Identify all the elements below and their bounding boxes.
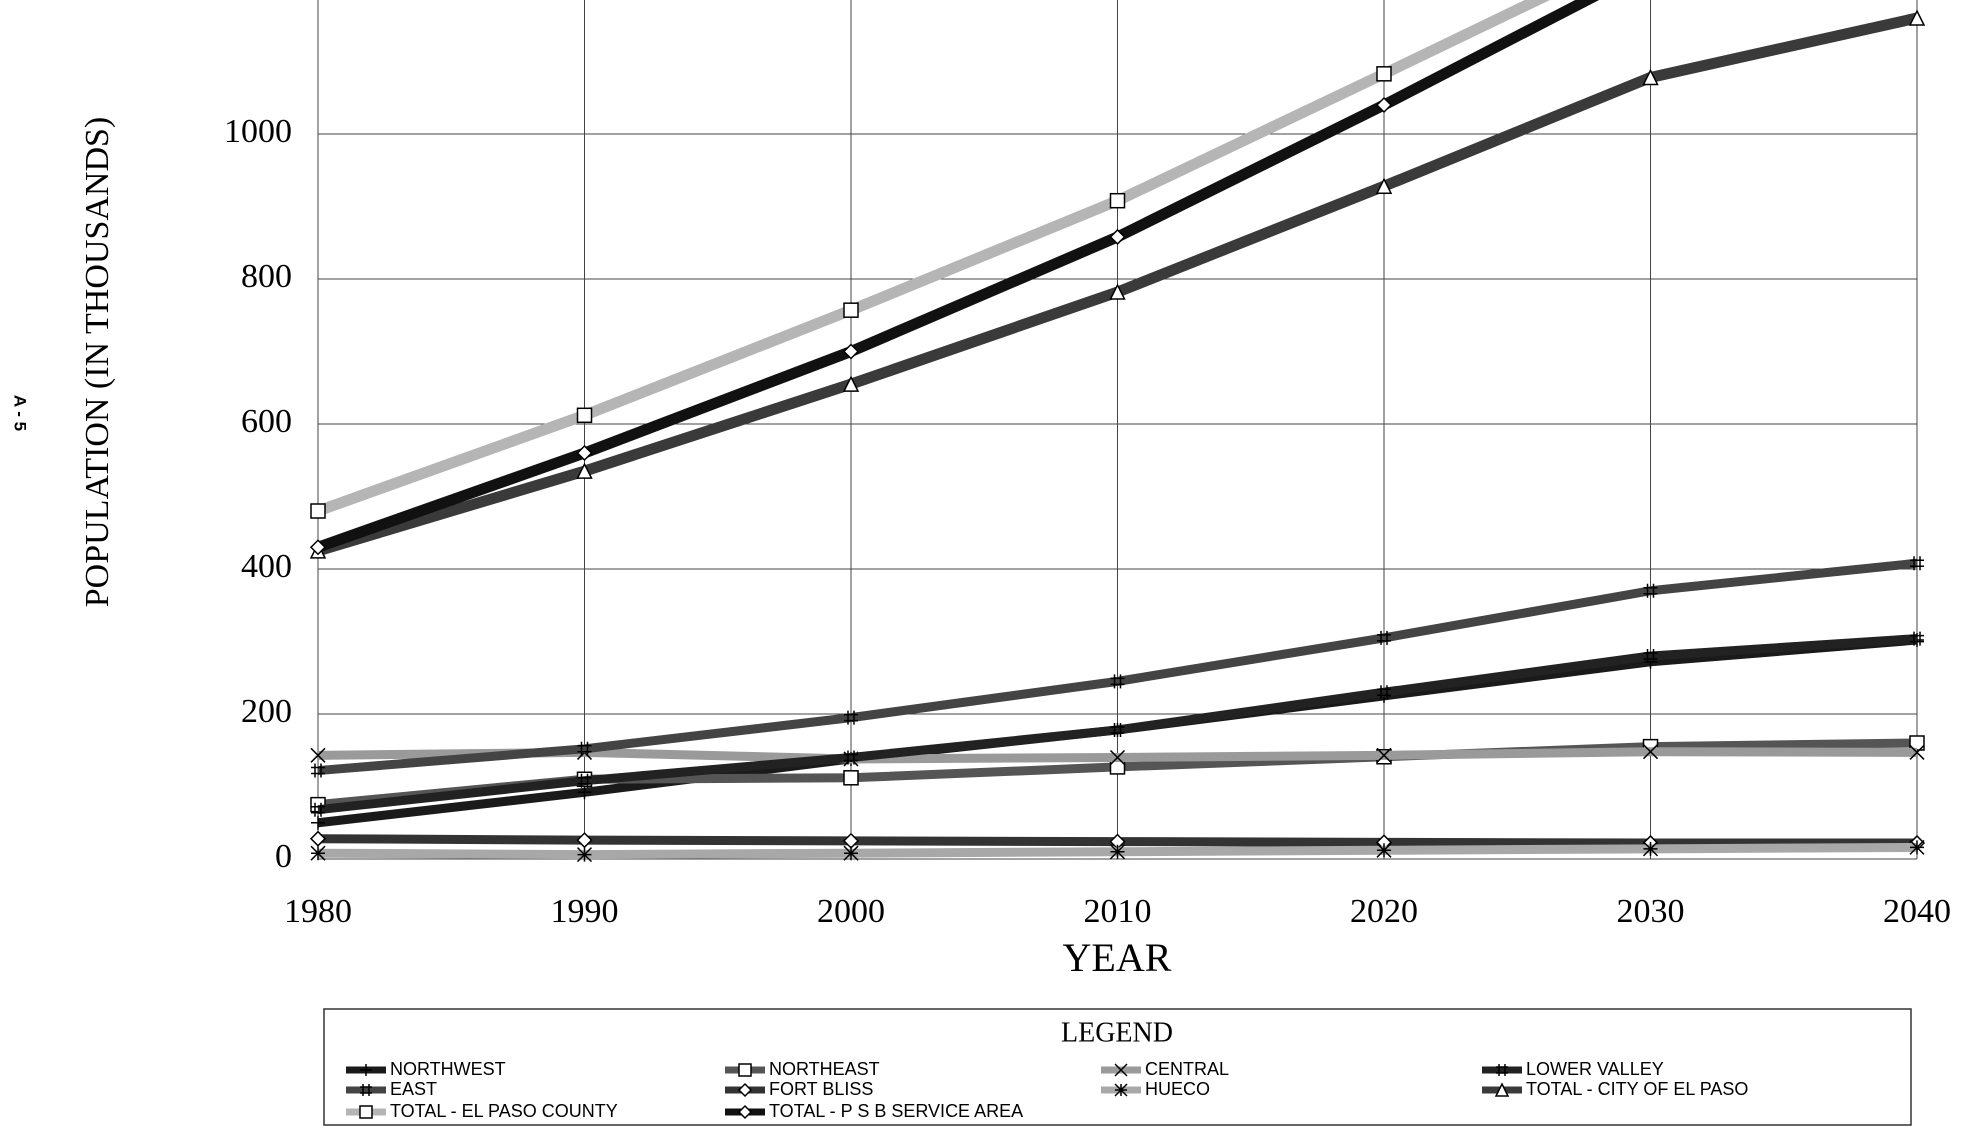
point-marker bbox=[577, 773, 592, 788]
point-marker bbox=[1109, 844, 1126, 860]
point-marker bbox=[311, 815, 325, 830]
point-marker bbox=[310, 503, 326, 519]
point-marker bbox=[1109, 283, 1126, 300]
point-marker bbox=[576, 832, 593, 849]
point-marker bbox=[844, 750, 858, 765]
point-marker bbox=[1643, 583, 1658, 598]
x-tick-label: 2030 bbox=[1617, 893, 1685, 930]
point-marker bbox=[309, 830, 327, 847]
y-tick-label: 1200 bbox=[224, 0, 292, 5]
point-marker bbox=[1375, 96, 1393, 114]
legend-marker bbox=[737, 1082, 753, 1098]
point-marker bbox=[1377, 630, 1391, 645]
legend-marker bbox=[738, 1063, 752, 1077]
point-marker bbox=[843, 770, 859, 786]
x-tick-label: 2020 bbox=[1350, 893, 1418, 930]
legend-label: EAST bbox=[390, 1079, 437, 1099]
point-marker bbox=[576, 407, 593, 424]
x-tick-label: 1980 bbox=[284, 893, 352, 930]
point-marker bbox=[310, 845, 326, 861]
series-line bbox=[317, 634, 1918, 815]
point-marker bbox=[1110, 674, 1125, 689]
legend-label: LOWER VALLEY bbox=[1526, 1059, 1664, 1079]
y-tick-label: 200 bbox=[241, 693, 292, 730]
point-marker bbox=[577, 785, 592, 800]
y-axis-title: POPULATION (IN THOUSANDS) bbox=[79, 117, 116, 608]
point-marker bbox=[1910, 631, 1924, 646]
legend-label: FORT BLISS bbox=[769, 1079, 873, 1099]
legend-label: NORTHWEST bbox=[390, 1059, 506, 1079]
point-marker bbox=[576, 847, 593, 863]
legend-label: HUECO bbox=[1145, 1079, 1210, 1099]
point-marker bbox=[1376, 66, 1392, 82]
y-tick-label: 600 bbox=[241, 403, 292, 440]
point-marker bbox=[311, 802, 325, 817]
legend-marker bbox=[360, 1064, 372, 1076]
point-marker bbox=[843, 302, 859, 318]
point-marker bbox=[1908, 9, 1926, 26]
point-marker bbox=[842, 375, 860, 392]
legend-marker bbox=[1114, 1083, 1128, 1097]
legend-label: NORTHEAST bbox=[769, 1059, 880, 1079]
x-tick-label: 2010 bbox=[1084, 893, 1152, 930]
point-marker bbox=[309, 539, 327, 556]
y-tick-label: 1000 bbox=[224, 113, 292, 150]
point-marker bbox=[843, 845, 859, 861]
point-marker bbox=[842, 832, 860, 849]
point-marker bbox=[1109, 228, 1126, 246]
point-marker bbox=[1110, 722, 1125, 737]
x-tick-label: 2040 bbox=[1883, 893, 1951, 930]
legend-marker bbox=[359, 1105, 373, 1119]
legend-marker bbox=[1114, 1063, 1128, 1077]
legend-title: LEGEND bbox=[1061, 1017, 1173, 1048]
legend-marker bbox=[737, 1104, 753, 1120]
point-marker bbox=[1375, 177, 1393, 194]
grid: 0 200 400 600 800 1000 1200 1980 1990 2000 2010 202… bbox=[224, 0, 1951, 930]
point-marker bbox=[1377, 685, 1391, 700]
point-marker bbox=[1376, 842, 1392, 858]
legend-label: TOTAL - CITY OF EL PASO bbox=[1526, 1079, 1748, 1099]
point-marker bbox=[1643, 649, 1658, 663]
point-marker bbox=[1376, 747, 1392, 763]
legend-marker bbox=[1494, 1082, 1510, 1097]
legend-label: CENTRAL bbox=[1145, 1059, 1229, 1079]
legend-marker bbox=[1496, 1064, 1508, 1076]
point-marker bbox=[1642, 841, 1659, 857]
point-marker bbox=[1109, 192, 1126, 209]
x-axis-title: YEAR bbox=[1063, 935, 1172, 980]
plot bbox=[309, 0, 1926, 863]
point-marker bbox=[842, 343, 860, 360]
point-marker bbox=[576, 444, 593, 462]
point-marker bbox=[311, 763, 325, 778]
point-marker bbox=[1909, 839, 1925, 855]
point-marker bbox=[1642, 68, 1659, 86]
point-marker bbox=[1642, 744, 1659, 760]
point-marker bbox=[310, 747, 326, 763]
legend: NORTHWEST NORTHEAST CENTRAL LOWER VALLEY EAS… bbox=[346, 1059, 1748, 1121]
y-tick-label: 0 bbox=[275, 838, 292, 875]
point-marker bbox=[577, 741, 592, 756]
point-marker bbox=[844, 710, 858, 725]
legend-box bbox=[323, 1008, 1912, 1126]
point-marker bbox=[1109, 749, 1126, 766]
y-tick-label: 800 bbox=[241, 258, 292, 295]
legend-label: TOTAL - EL PASO COUNTY bbox=[390, 1101, 618, 1121]
point-marker bbox=[1910, 556, 1924, 571]
x-tick-label: 1990 bbox=[551, 893, 619, 930]
legend-marker bbox=[360, 1084, 372, 1096]
x-tick-label: 2000 bbox=[817, 893, 885, 930]
point-marker bbox=[1909, 744, 1925, 760]
series-line bbox=[317, 558, 1918, 776]
legend-label: TOTAL - P S B SERVICE AREA bbox=[769, 1101, 1023, 1121]
point-marker bbox=[576, 462, 593, 479]
page-label: A - 5 bbox=[11, 395, 30, 431]
y-tick-label: 400 bbox=[241, 548, 292, 585]
